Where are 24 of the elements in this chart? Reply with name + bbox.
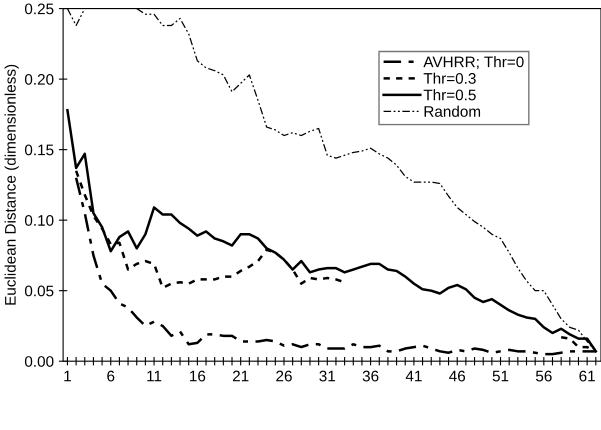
x-tick-label: 46 <box>449 370 466 382</box>
x-tick-label: 41 <box>406 370 422 382</box>
y-tick-label: 0.05 <box>24 286 54 296</box>
y-tick-label: 0.15 <box>24 144 54 156</box>
x-tick-label: 16 <box>190 370 206 382</box>
x-tick-label: 26 <box>276 370 292 382</box>
y-tick-label: 0.00 <box>24 356 54 367</box>
x-tick-label: 1 <box>64 370 71 382</box>
y-tick-label: 0.10 <box>24 215 54 226</box>
legend-label: Thr=0.3 <box>424 72 476 84</box>
x-tick-label: 61 <box>579 370 595 382</box>
x-tick-label: 21 <box>232 370 248 382</box>
y-axis-title: Euclidean Distance (dimensionless) <box>4 64 19 305</box>
legend-label: Random <box>424 106 480 117</box>
legend-label: Thr=0.5 <box>424 89 476 100</box>
x-tick-label: 6 <box>107 370 114 382</box>
y-tick-label: 0.20 <box>24 74 54 85</box>
x-tick-label: 56 <box>536 370 552 382</box>
legend-label: AVHRR; Thr=0 <box>423 56 524 70</box>
x-tick-label: 51 <box>492 370 508 382</box>
y-tick-label: 0.25 <box>24 3 54 14</box>
x-tick-label: 11 <box>147 370 162 382</box>
x-tick-label: 31 <box>319 370 336 382</box>
x-tick-label: 36 <box>362 370 378 382</box>
